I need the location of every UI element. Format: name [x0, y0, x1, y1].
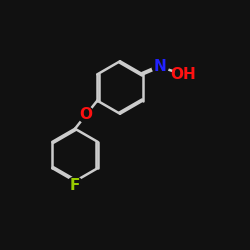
Text: O: O — [80, 107, 93, 122]
Circle shape — [67, 177, 83, 193]
Text: N: N — [154, 59, 166, 74]
Text: OH: OH — [170, 67, 196, 82]
Circle shape — [152, 59, 168, 75]
Text: F: F — [70, 178, 80, 192]
Circle shape — [175, 66, 191, 82]
Circle shape — [78, 107, 94, 123]
